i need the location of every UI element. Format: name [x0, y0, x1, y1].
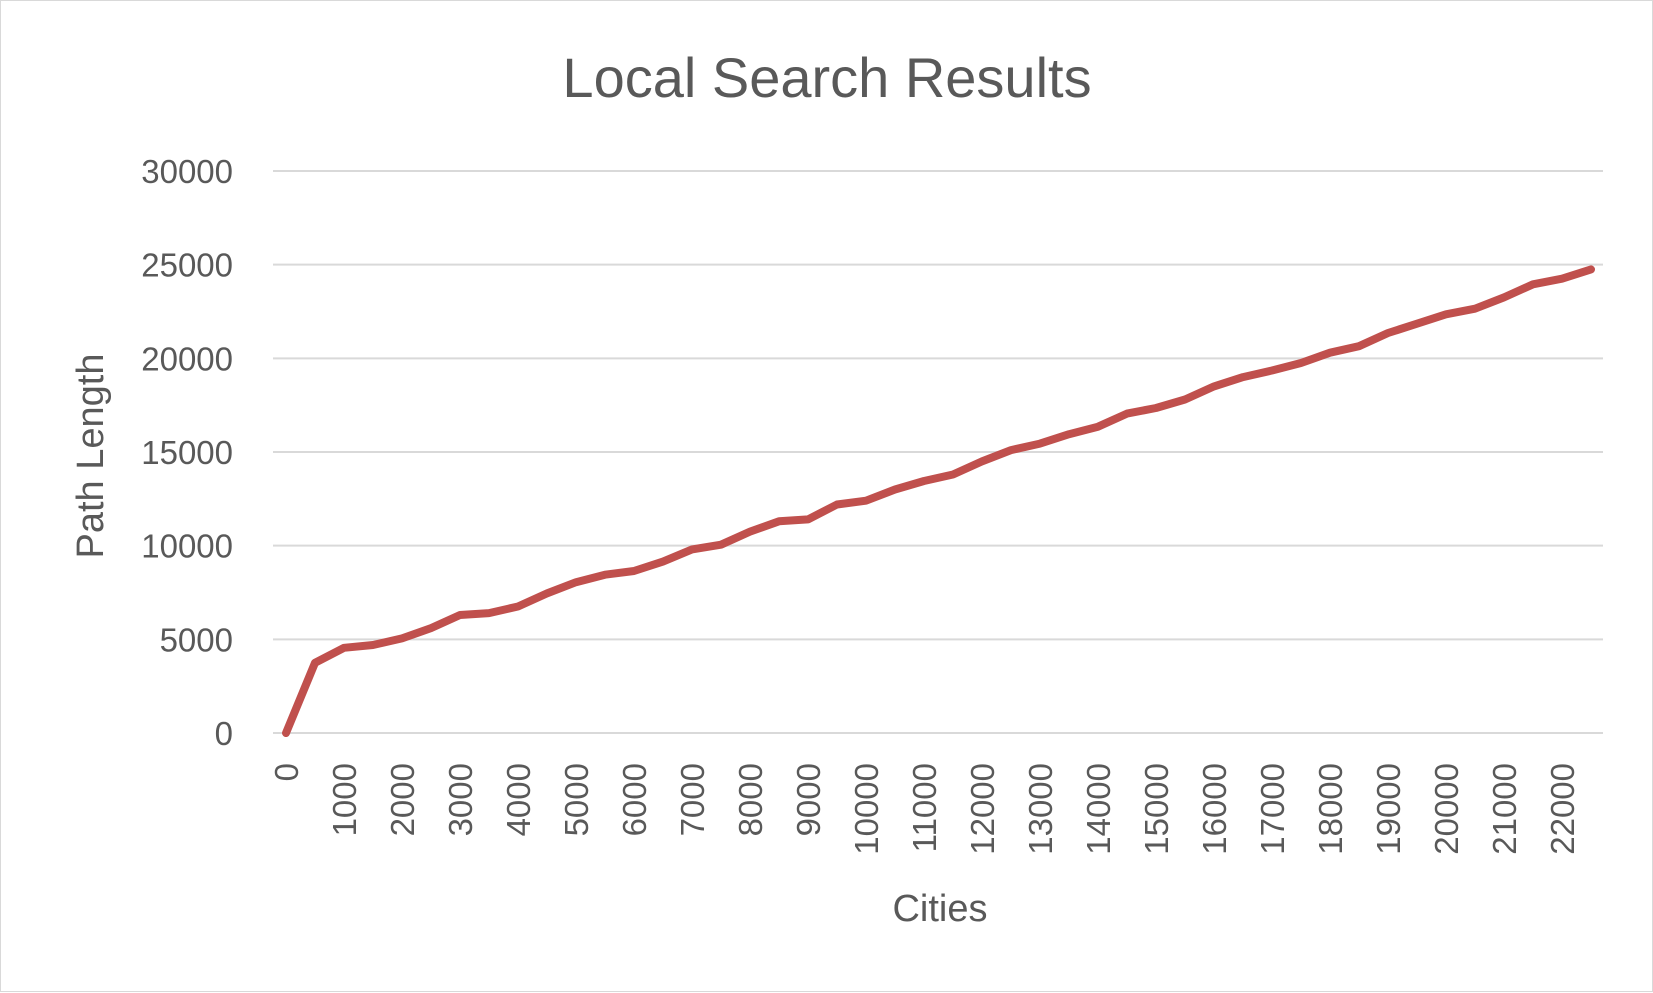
x-tick-label: 13000 [1022, 763, 1059, 855]
x-axis-tick-labels: 0 1000 2000 3000 4000 5000 6000 7000 8000 9000 100… [268, 763, 1581, 855]
y-tick-label: 10000 [141, 528, 233, 565]
y-tick-label: 15000 [141, 434, 233, 471]
x-axis-title: Cities [892, 888, 987, 930]
x-tick-label: 14000 [1080, 763, 1117, 855]
y-axis-tick-labels: 0 5000 10000 15000 20000 25000 30000 [141, 153, 233, 752]
x-tick-label: 20000 [1428, 763, 1465, 855]
x-tick-label: 21000 [1486, 763, 1523, 855]
x-tick-label: 19000 [1370, 763, 1407, 855]
x-tick-label: 9000 [790, 763, 827, 836]
gridlines [273, 170, 1603, 734]
x-tick-label: 16000 [1196, 763, 1233, 855]
y-tick-label: 0 [215, 715, 233, 752]
y-tick-label: 30000 [141, 153, 233, 190]
x-tick-label: 7000 [674, 763, 711, 836]
x-tick-label: 12000 [964, 763, 1001, 855]
x-tick-label: 11000 [906, 763, 943, 852]
x-tick-label: 18000 [1312, 763, 1349, 855]
x-tick-label: 8000 [732, 763, 769, 836]
x-tick-label: 17000 [1254, 763, 1291, 855]
data-series [282, 265, 1595, 737]
x-tick-label: 5000 [558, 763, 595, 836]
x-tick-label: 6000 [616, 763, 653, 836]
x-tick-label: 3000 [442, 763, 479, 836]
x-tick-label: 0 [268, 763, 305, 781]
x-tick-label: 15000 [1138, 763, 1175, 855]
y-axis-title: Path Length [70, 354, 112, 559]
x-tick-label: 10000 [848, 763, 885, 855]
x-tick-label: 22000 [1544, 763, 1581, 855]
x-tick-label: 4000 [500, 763, 537, 836]
x-tick-label: 2000 [384, 763, 421, 836]
y-tick-label: 25000 [141, 247, 233, 284]
chart-title: Local Search Results [562, 46, 1091, 109]
y-tick-label: 5000 [160, 621, 233, 658]
x-tick-label: 1000 [326, 763, 363, 836]
y-tick-label: 20000 [141, 340, 233, 377]
series-line [282, 265, 1595, 737]
